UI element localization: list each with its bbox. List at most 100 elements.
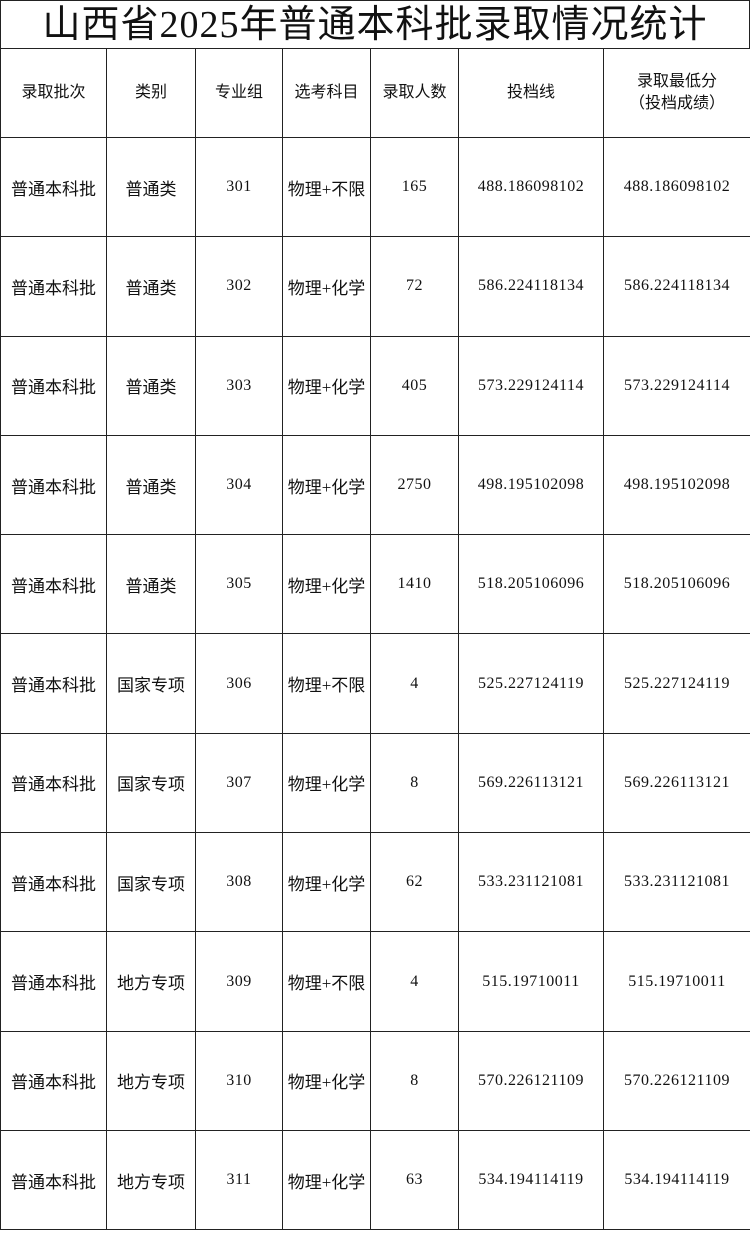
- table-row: 普通本科批 国家专项 308 物理+化学 62 533.231121081 533.2311…: [0, 832, 750, 933]
- table-row: 普通本科批 普通类 304 物理+化学 2750 498.195102098 498.195…: [0, 434, 750, 536]
- header-subjects: 选考科目: [282, 48, 371, 138]
- cell-category: 地方专项: [106, 1030, 196, 1131]
- cell-cutoff-line: 534.194114119: [458, 1129, 604, 1231]
- cell-batch: 普通本科批: [0, 236, 107, 337]
- cell-cutoff-line: 498.195102098: [458, 434, 604, 536]
- cell-min-score: 525.227124119: [603, 633, 750, 734]
- cell-cutoff-line: 573.229124114: [458, 335, 604, 436]
- admission-table: 录取批次 类别 专业组 选考科目 录取人数 投档线 录取最低分 （投档成绩） 普通…: [0, 48, 750, 1231]
- cell-batch: 普通本科批: [0, 136, 107, 238]
- table-row: 普通本科批 地方专项 311 物理+化学 63 534.194114119 534.1941…: [0, 1129, 750, 1231]
- cell-category: 普通类: [106, 236, 196, 337]
- cell-admitted-count: 72: [370, 236, 459, 337]
- cell-category: 地方专项: [106, 1129, 196, 1231]
- cell-cutoff-line: 525.227124119: [458, 633, 604, 734]
- cell-major-group: 307: [195, 732, 283, 834]
- cell-cutoff-line: 533.231121081: [458, 832, 604, 933]
- table-row: 普通本科批 国家专项 306 物理+不限 4 525.227124119 525.22712…: [0, 633, 750, 734]
- cell-batch: 普通本科批: [0, 434, 107, 536]
- cell-admitted-count: 8: [370, 1030, 459, 1131]
- cell-min-score: 573.229124114: [603, 335, 750, 436]
- cell-category: 普通类: [106, 434, 196, 536]
- cell-min-score: 488.186098102: [603, 136, 750, 238]
- cell-cutoff-line: 488.186098102: [458, 136, 604, 238]
- cell-admitted-count: 4: [370, 931, 459, 1032]
- cell-category: 国家专项: [106, 832, 196, 933]
- cell-cutoff-line: 518.205106096: [458, 534, 604, 635]
- cell-admitted-count: 4: [370, 633, 459, 734]
- cell-admitted-count: 1410: [370, 534, 459, 635]
- cell-subjects: 物理+化学: [282, 1030, 371, 1131]
- cell-subjects: 物理+化学: [282, 534, 371, 635]
- header-min-score-line1: 录取最低分: [636, 73, 717, 90]
- cell-min-score: 498.195102098: [603, 434, 750, 536]
- cell-batch: 普通本科批: [0, 732, 107, 834]
- cell-batch: 普通本科批: [0, 832, 107, 933]
- cell-batch: 普通本科批: [0, 335, 107, 436]
- cell-category: 地方专项: [106, 931, 196, 1032]
- cell-batch: 普通本科批: [0, 931, 107, 1032]
- header-cutoff-line: 投档线: [458, 48, 604, 138]
- cell-major-group: 303: [195, 335, 283, 436]
- cell-major-group: 308: [195, 832, 283, 933]
- table-row: 普通本科批 地方专项 310 物理+化学 8 570.226121109 570.22612…: [0, 1030, 750, 1131]
- cell-major-group: 309: [195, 931, 283, 1032]
- cell-major-group: 310: [195, 1030, 283, 1131]
- cell-subjects: 物理+化学: [282, 236, 371, 337]
- cell-subjects: 物理+化学: [282, 1129, 371, 1231]
- cell-cutoff-line: 586.224118134: [458, 236, 604, 337]
- table-row: 普通本科批 普通类 303 物理+化学 405 573.229124114 573.2291…: [0, 335, 750, 436]
- cell-admitted-count: 2750: [370, 434, 459, 536]
- cell-admitted-count: 165: [370, 136, 459, 238]
- cell-category: 普通类: [106, 136, 196, 238]
- cell-min-score: 518.205106096: [603, 534, 750, 635]
- header-batch: 录取批次: [0, 48, 107, 138]
- cell-subjects: 物理+不限: [282, 136, 371, 238]
- cell-cutoff-line: 570.226121109: [458, 1030, 604, 1131]
- cell-admitted-count: 63: [370, 1129, 459, 1231]
- cell-batch: 普通本科批: [0, 534, 107, 635]
- header-min-score-line2: （投档成绩）: [628, 95, 725, 112]
- cell-subjects: 物理+不限: [282, 633, 371, 734]
- cell-admitted-count: 62: [370, 832, 459, 933]
- cell-min-score: 533.231121081: [603, 832, 750, 933]
- cell-subjects: 物理+化学: [282, 732, 371, 834]
- header-row: 录取批次 类别 专业组 选考科目 录取人数 投档线 录取最低分 （投档成绩）: [0, 48, 750, 138]
- header-category: 类别: [106, 48, 196, 138]
- cell-admitted-count: 405: [370, 335, 459, 436]
- table-row: 普通本科批 普通类 302 物理+化学 72 586.224118134 586.22411…: [0, 236, 750, 337]
- cell-subjects: 物理+化学: [282, 434, 371, 536]
- cell-min-score: 515.19710011: [603, 931, 750, 1032]
- header-admitted-count: 录取人数: [370, 48, 459, 138]
- cell-batch: 普通本科批: [0, 1129, 107, 1231]
- cell-min-score: 586.224118134: [603, 236, 750, 337]
- cell-category: 国家专项: [106, 633, 196, 734]
- cell-batch: 普通本科批: [0, 1030, 107, 1131]
- cell-batch: 普通本科批: [0, 633, 107, 734]
- cell-min-score: 534.194114119: [603, 1129, 750, 1231]
- cell-cutoff-line: 569.226113121: [458, 732, 604, 834]
- header-major-group: 专业组: [195, 48, 283, 138]
- table-row: 普通本科批 国家专项 307 物理+化学 8 569.226113121 569.22611…: [0, 732, 750, 834]
- cell-major-group: 305: [195, 534, 283, 635]
- cell-major-group: 304: [195, 434, 283, 536]
- cell-subjects: 物理+不限: [282, 931, 371, 1032]
- cell-cutoff-line: 515.19710011: [458, 931, 604, 1032]
- cell-category: 国家专项: [106, 732, 196, 834]
- cell-major-group: 302: [195, 236, 283, 337]
- cell-admitted-count: 8: [370, 732, 459, 834]
- table-row: 普通本科批 普通类 301 物理+不限 165 488.186098102 488.1860…: [0, 136, 750, 238]
- table-row: 普通本科批 地方专项 309 物理+不限 4 515.19710011 515.197100…: [0, 931, 750, 1032]
- cell-subjects: 物理+化学: [282, 335, 371, 436]
- table-row: 普通本科批 普通类 305 物理+化学 1410 518.205106096 518.205…: [0, 534, 750, 635]
- cell-major-group: 306: [195, 633, 283, 734]
- cell-major-group: 311: [195, 1129, 283, 1231]
- cell-min-score: 570.226121109: [603, 1030, 750, 1131]
- cell-category: 普通类: [106, 335, 196, 436]
- cell-subjects: 物理+化学: [282, 832, 371, 933]
- cell-category: 普通类: [106, 534, 196, 635]
- cell-major-group: 301: [195, 136, 283, 238]
- page-title: 山西省2025年普通本科批录取情况统计: [0, 0, 750, 48]
- cell-min-score: 569.226113121: [603, 732, 750, 834]
- header-min-score: 录取最低分 （投档成绩）: [603, 48, 750, 138]
